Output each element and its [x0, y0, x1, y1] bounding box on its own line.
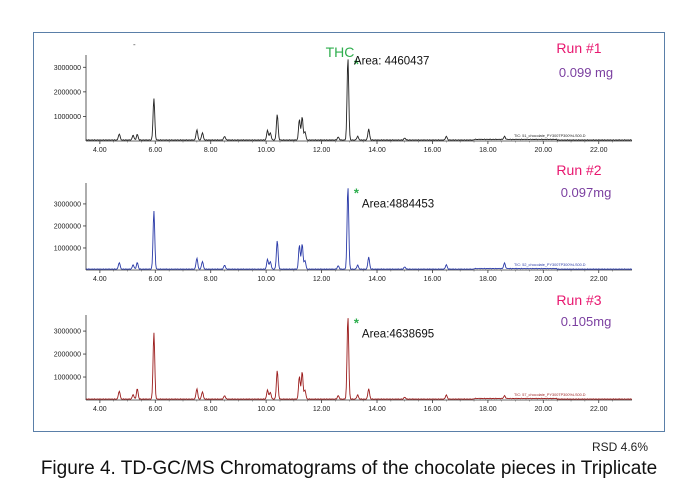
x-tick-label: 8.00 [204, 276, 218, 283]
chromatogram-trace [85, 59, 633, 141]
x-tick-label: 16.00 [424, 147, 442, 154]
x-tick-label: 12.00 [313, 406, 331, 413]
run-label: Run #2 [556, 162, 601, 178]
y-tick-label: 1000000 [54, 114, 81, 121]
dash-mark: - [133, 40, 136, 49]
peak-area-label: Area:4638695 [362, 328, 434, 340]
x-tick-label: 10.00 [257, 406, 275, 413]
peak-area-label: Area: 4460437 [354, 56, 429, 68]
x-tick-label: 12.00 [313, 276, 331, 283]
y-tick-label: 1000000 [54, 245, 81, 252]
x-tick-label: 6.00 [148, 276, 162, 283]
x-tick-label: 4.00 [93, 276, 107, 283]
x-tick-label: 20.00 [535, 147, 553, 154]
peak-area-label: Area:4884453 [362, 198, 434, 210]
x-tick-label: 8.00 [204, 406, 218, 413]
y-tick-label: 2000000 [54, 89, 81, 96]
thc-label: THC [326, 44, 355, 60]
thc-amount: 0.097mg [561, 185, 612, 200]
x-tick-label: 10.00 [257, 147, 275, 154]
thc-peak-marker: * [354, 57, 360, 72]
rsd-note: RSD 4.6% [592, 440, 649, 454]
y-tick-label: 2000000 [54, 352, 81, 359]
x-tick-label: 20.00 [535, 406, 553, 413]
x-tick-label: 18.00 [479, 406, 497, 413]
x-tick-label: 18.00 [479, 147, 497, 154]
y-tick-label: 2000000 [54, 223, 81, 230]
x-tick-label: 4.00 [93, 406, 107, 413]
x-tick-label: 16.00 [424, 276, 442, 283]
x-tick-label: 18.00 [479, 276, 497, 283]
x-tick-label: 4.00 [93, 147, 107, 154]
x-tick-label: 6.00 [148, 406, 162, 413]
x-tick-label: 14.00 [368, 406, 386, 413]
x-tick-label: 12.00 [313, 147, 331, 154]
x-tick-label: 8.00 [204, 147, 218, 154]
run-label: Run #1 [556, 40, 601, 56]
x-tick-label: 22.00 [590, 276, 608, 283]
x-tick-label: 14.00 [368, 276, 386, 283]
thc-peak-marker: * [354, 315, 360, 330]
y-tick-label: 3000000 [54, 201, 81, 208]
thc-amount: 0.105mg [561, 314, 612, 329]
figure-caption: Figure 4. TD-GC/MS Chromatograms of the … [40, 458, 658, 479]
run-label: Run #3 [556, 292, 601, 308]
thc-amount: 0.099 mg [559, 65, 613, 80]
thc-peak-marker: * [354, 185, 360, 200]
chromatogram-trace [85, 188, 633, 271]
y-tick-label: 1000000 [54, 375, 81, 382]
chromatogram-trace [85, 318, 633, 401]
x-tick-label: 10.00 [257, 276, 275, 283]
trace-label: TIC: 52_chocolate_PY300TP300%LS00.D [514, 263, 586, 267]
x-tick-label: 6.00 [148, 147, 162, 154]
y-tick-label: 3000000 [54, 65, 81, 72]
y-tick-label: 3000000 [54, 329, 81, 336]
x-tick-label: 16.00 [424, 406, 442, 413]
chart-frame: THC 1000000 2000000 3000000 4.00 6.00 8.00 10.0… [33, 32, 665, 432]
x-tick-label: 14.00 [368, 147, 386, 154]
chromatogram-panels: THC 1000000 2000000 3000000 4.00 6.00 8.00 10.0… [54, 40, 633, 413]
x-tick-label: 22.00 [590, 147, 608, 154]
x-tick-label: 20.00 [535, 276, 553, 283]
x-tick-label: 22.00 [590, 406, 608, 413]
trace-label: TIC: 51_chocolate_PY300TP300%LS00.D [514, 134, 586, 138]
trace-label: TIC: 57_chocolate_PY300TP300%LS00.D [514, 393, 586, 397]
